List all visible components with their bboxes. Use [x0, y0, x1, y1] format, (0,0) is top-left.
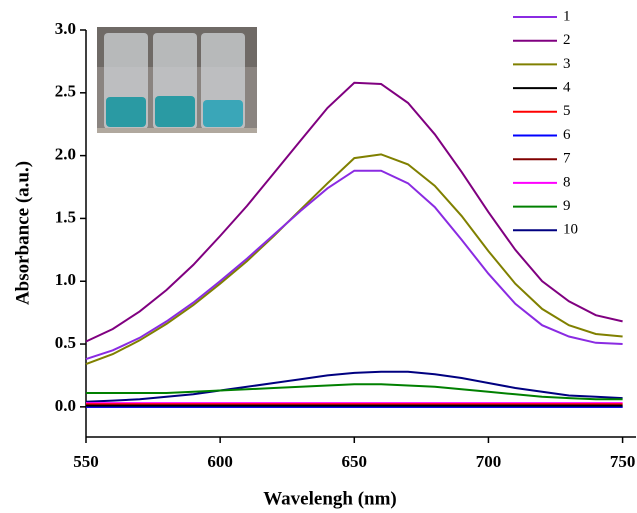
y-tick-label: 3.0	[55, 19, 76, 38]
legend-label: 1	[563, 8, 571, 24]
legend-label: 3	[563, 56, 571, 72]
legend-label: 8	[563, 174, 571, 190]
inset-photo	[97, 27, 257, 133]
legend-label: 10	[563, 222, 578, 238]
x-tick-label: 600	[207, 452, 233, 471]
legend-label: 5	[563, 103, 571, 119]
legend-label: 2	[563, 32, 571, 48]
series-line	[85, 169, 623, 361]
series-line	[85, 370, 623, 403]
x-axis-title: Wavelengh (nm)	[263, 488, 397, 509]
y-tick-label: 2.0	[55, 145, 76, 164]
y-tick-label: 0.0	[55, 396, 76, 415]
y-axis-title: Absorbance (a.u.)	[12, 161, 33, 305]
legend-label: 7	[563, 151, 571, 167]
x-tick-label: 650	[342, 452, 368, 471]
series-line	[86, 383, 623, 401]
x-tick-label: 750	[610, 452, 636, 471]
y-tick-label: 2.5	[55, 82, 76, 101]
x-tick-label: 700	[476, 452, 502, 471]
y-tick-label: 1.5	[55, 207, 76, 226]
series-line	[85, 81, 623, 343]
y-tick-label: 0.5	[55, 333, 76, 352]
y-tick-label: 1.0	[55, 270, 76, 289]
legend-label: 9	[563, 198, 571, 214]
x-tick-label: 550	[73, 452, 99, 471]
legend-label: 4	[563, 80, 571, 96]
legend-label: 6	[563, 127, 571, 143]
series-line	[85, 153, 623, 366]
